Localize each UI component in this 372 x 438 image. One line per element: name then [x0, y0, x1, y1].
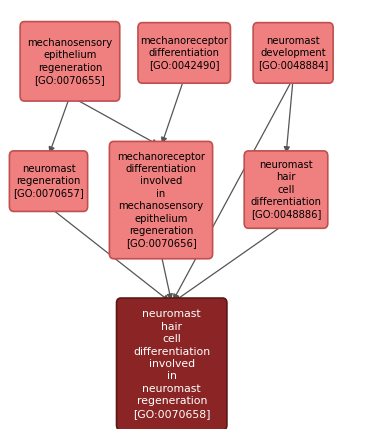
FancyBboxPatch shape — [138, 23, 231, 83]
Text: mechanoreceptor
differentiation
involved
in
mechanosensory
epithelium
regenerati: mechanoreceptor differentiation involved… — [117, 152, 205, 248]
FancyBboxPatch shape — [116, 298, 227, 430]
Text: neuromast
regeneration
[GO:0070657]: neuromast regeneration [GO:0070657] — [13, 164, 84, 198]
Text: mechanoreceptor
differentiation
[GO:0042490]: mechanoreceptor differentiation [GO:0042… — [140, 35, 228, 71]
FancyBboxPatch shape — [244, 151, 328, 228]
FancyBboxPatch shape — [20, 21, 120, 101]
Text: neuromast
hair
cell
differentiation
[GO:0048886]: neuromast hair cell differentiation [GO:… — [250, 160, 321, 219]
FancyBboxPatch shape — [109, 141, 213, 259]
Text: neuromast
hair
cell
differentiation
involved
in
neuromast
regeneration
[GO:00706: neuromast hair cell differentiation invo… — [133, 310, 211, 419]
FancyBboxPatch shape — [253, 23, 333, 83]
Text: mechanosensory
epithelium
regeneration
[GO:0070655]: mechanosensory epithelium regeneration [… — [28, 38, 112, 85]
Text: neuromast
development
[GO:0048884]: neuromast development [GO:0048884] — [258, 35, 328, 71]
FancyBboxPatch shape — [9, 151, 88, 212]
